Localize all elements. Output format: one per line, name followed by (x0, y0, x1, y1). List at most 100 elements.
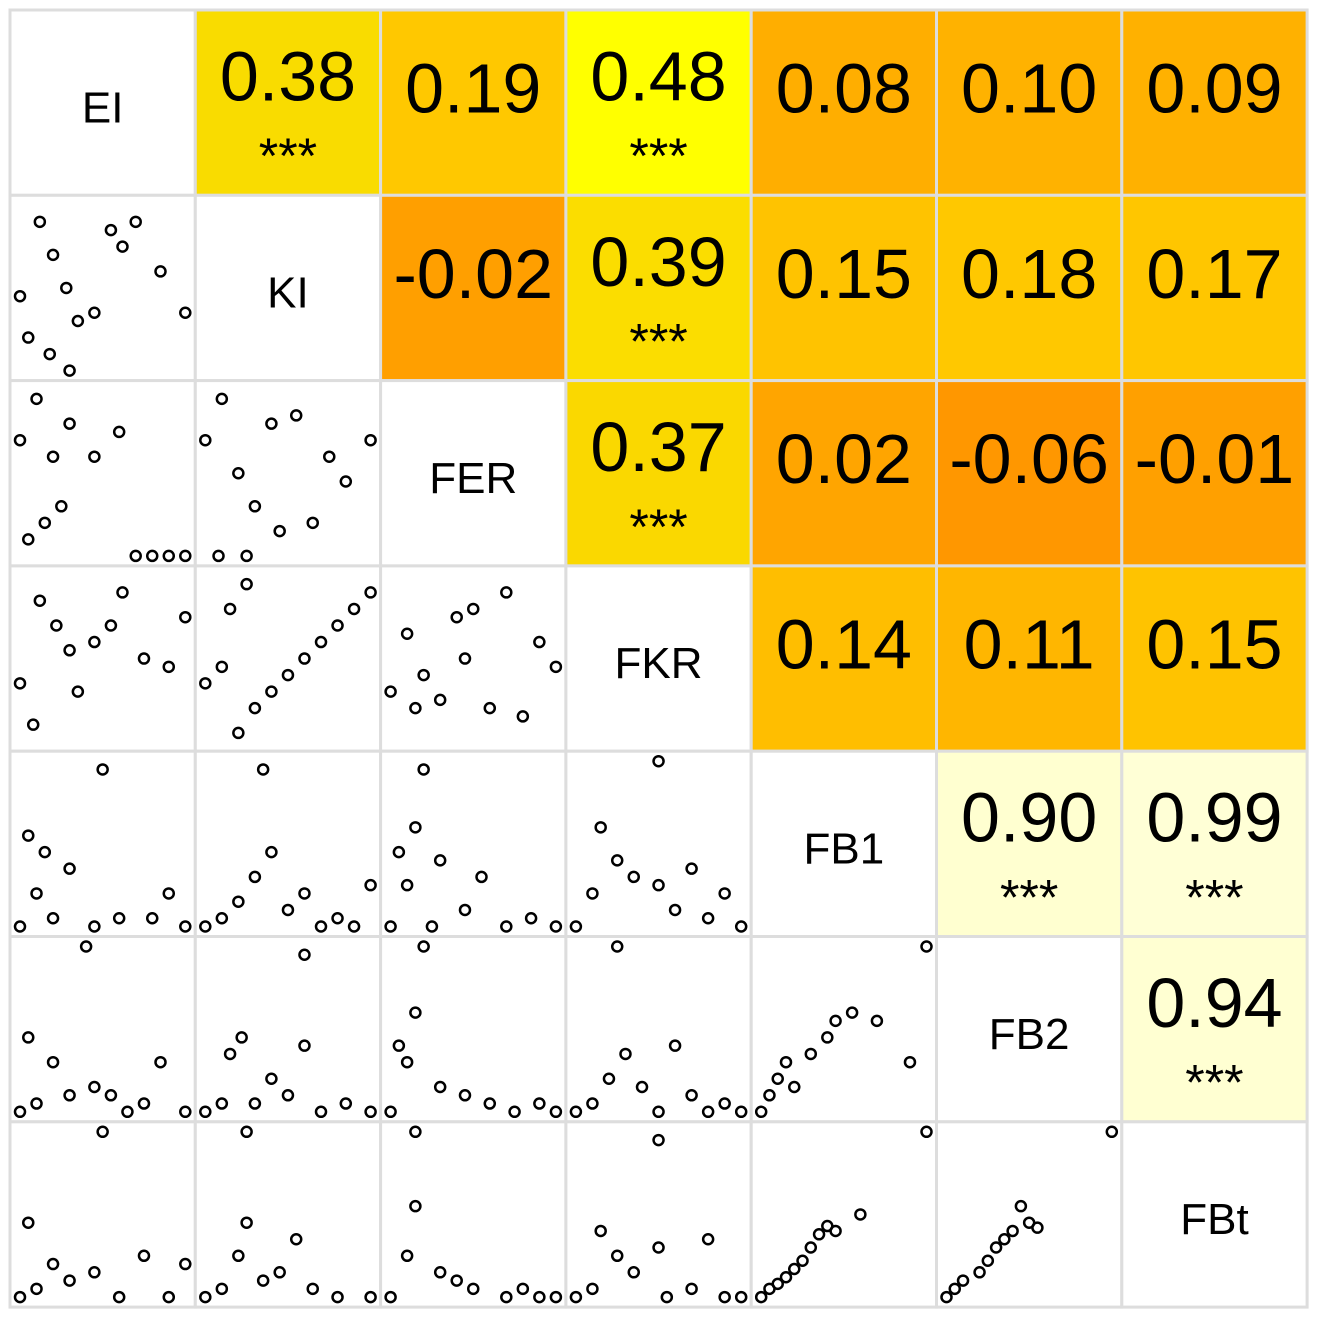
variable-label: KI (267, 269, 309, 318)
scatter-point (920, 1125, 933, 1139)
scatter-point (1105, 1125, 1119, 1139)
variable-label: FKR (615, 639, 703, 688)
scatter-point (347, 920, 361, 933)
variable-label: FER (429, 454, 517, 503)
correlation-value: 0.94 (1146, 964, 1282, 1042)
scatter-point (718, 1097, 731, 1110)
scatter-point (409, 821, 422, 834)
scatter-point (392, 1039, 406, 1052)
correlation-value: 0.19 (405, 49, 541, 127)
scatter-point (516, 710, 530, 723)
scatter-point (754, 1105, 768, 1119)
scatter-point (331, 911, 344, 925)
scatter-point (179, 610, 192, 624)
scatter-point (212, 549, 225, 563)
cell-frame (8, 8, 197, 197)
scatter-point (281, 1089, 295, 1102)
cell-frame (193, 1120, 383, 1309)
scatter-point (400, 627, 414, 641)
scatter-point (265, 1072, 278, 1085)
scatter-point (920, 940, 933, 953)
scatter-point (804, 1241, 818, 1254)
scatter-point (46, 1257, 60, 1271)
scatter-point (467, 602, 480, 616)
scatter-point (273, 1266, 286, 1279)
scatter-point (569, 920, 583, 933)
scatter-point (339, 475, 353, 488)
scatter-point (586, 887, 599, 900)
correlation-cell (193, 8, 383, 197)
scatter-point (364, 1290, 377, 1304)
scatter-point (298, 1039, 311, 1052)
scatter-point (483, 1097, 497, 1110)
scatter-point (1014, 1199, 1028, 1213)
scatter-point (179, 549, 192, 563)
scatter-point (273, 524, 286, 538)
scatter-point (199, 1105, 212, 1119)
scatter-point (652, 1133, 665, 1147)
scatter-point (500, 1290, 513, 1304)
scatter-point (63, 1274, 76, 1287)
scatter-point (475, 870, 488, 884)
scatter-point (13, 677, 27, 690)
scatter-point (38, 516, 52, 530)
correlation-value: 0.15 (1146, 605, 1282, 683)
scatter-point (145, 911, 159, 925)
correlation-cell (564, 193, 753, 383)
scatter-point (734, 1290, 748, 1304)
scatter-point (298, 948, 311, 962)
scatter-point (199, 677, 212, 690)
scatter-point (524, 911, 538, 925)
cell-frame (8, 935, 197, 1124)
scatter-point (619, 1047, 632, 1061)
correlation-cell (1120, 379, 1309, 568)
scatter-point (88, 450, 101, 463)
scatter-point (13, 1290, 27, 1304)
scatter-point (63, 417, 76, 430)
scatter-point (668, 903, 682, 917)
cell-frame (379, 935, 568, 1124)
correlation-cell (935, 749, 1124, 939)
cell-frame (8, 1120, 197, 1309)
correlation-cell (379, 193, 568, 383)
scatter-point (433, 1080, 447, 1094)
scatter-point (701, 911, 715, 925)
scatter-point (43, 347, 57, 361)
scatter-point (240, 577, 253, 591)
scatter-point (104, 223, 118, 237)
scatter-point (71, 314, 85, 328)
cell-frame (193, 564, 383, 753)
scatter-point (30, 1282, 43, 1296)
scatter-point (870, 1014, 884, 1028)
scatter-point (771, 1277, 784, 1291)
scatter-point (384, 920, 397, 933)
scatter-point (30, 392, 43, 406)
scatter-point (179, 1105, 192, 1119)
scatter-point (88, 635, 101, 649)
scatter-point (364, 433, 377, 447)
scatter-point (771, 1072, 784, 1085)
scatter-point (46, 248, 60, 262)
scatter-point (821, 1031, 834, 1044)
scatter-point (903, 1055, 917, 1069)
scatter-point (112, 911, 126, 925)
scatter-point (13, 289, 27, 303)
scatter-point (594, 1224, 607, 1238)
scatter-point (306, 1282, 319, 1296)
scatter-point (627, 1266, 641, 1279)
scatter-point (718, 887, 731, 900)
scatter-point (33, 215, 47, 229)
scatter-point (339, 1097, 353, 1110)
scatter-point (129, 215, 142, 229)
cell-frame (8, 193, 197, 383)
significance-stars: *** (629, 314, 687, 370)
scatter-point (586, 1282, 599, 1296)
scatter-point (956, 1274, 970, 1287)
scatter-point (392, 845, 406, 859)
correlation-cell (1120, 564, 1309, 753)
scatter-point (63, 1089, 76, 1102)
cell-frame (379, 1120, 568, 1309)
scatter-point (549, 920, 563, 933)
scatter-point (652, 1241, 665, 1254)
cell-frame (193, 193, 383, 383)
